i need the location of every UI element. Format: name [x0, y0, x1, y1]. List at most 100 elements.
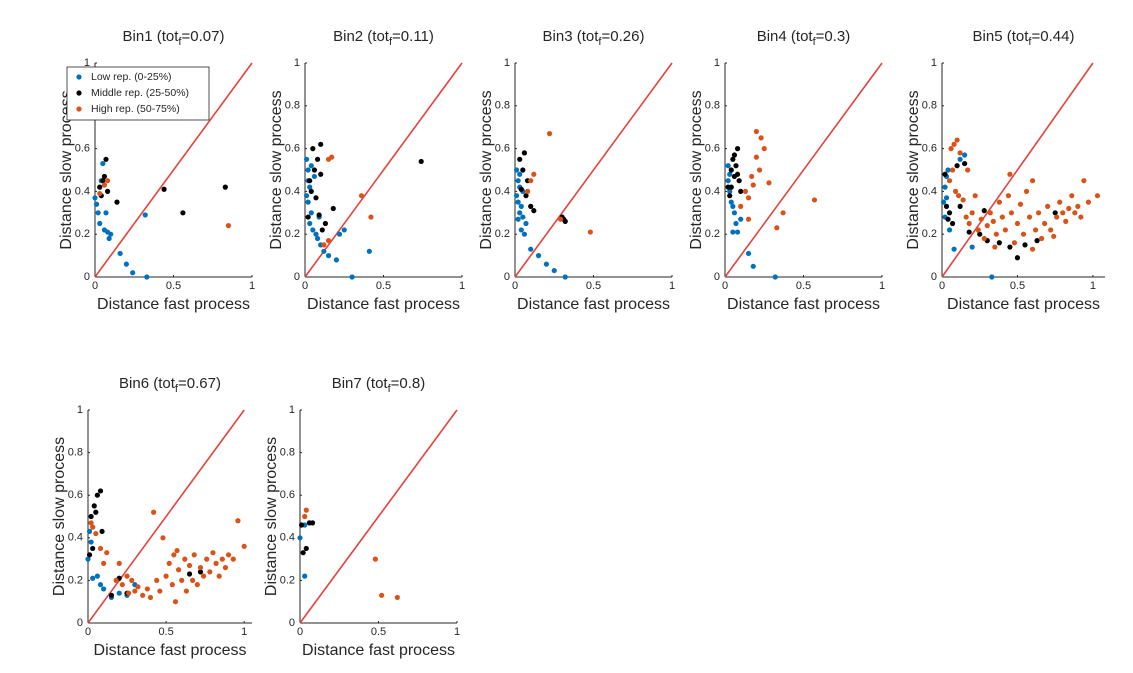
x-tick-label: 0	[85, 626, 91, 638]
point	[515, 178, 521, 184]
y-tick-label: 1	[931, 57, 937, 69]
point	[318, 171, 324, 177]
point	[97, 220, 103, 227]
point	[524, 188, 531, 194]
legend-marker	[76, 90, 82, 96]
point	[965, 167, 971, 173]
point	[528, 178, 534, 184]
x-axis-label: Distance fast process	[302, 642, 455, 659]
point	[358, 193, 365, 199]
point	[517, 156, 523, 162]
point	[91, 503, 97, 509]
title-part: Bin7 (tot	[332, 375, 389, 392]
title-part: f	[389, 36, 393, 48]
point	[93, 530, 99, 537]
point	[307, 184, 313, 190]
point	[172, 599, 179, 605]
point	[977, 231, 983, 237]
point	[1078, 214, 1084, 220]
point	[106, 235, 112, 242]
panel: Bin7 (totf=0.8) 0 0.5 1 0 0.2 0.4 0.6 0.8 1 Distan…	[263, 375, 460, 659]
point	[93, 509, 99, 515]
point	[984, 223, 990, 229]
point	[513, 193, 520, 199]
panel: Bin3 (totf=0.26) 0 0.5 1 0 0.2 0.4 0.6 0.8 1 Dista…	[478, 28, 675, 313]
point	[123, 261, 129, 267]
point	[113, 577, 119, 584]
point	[736, 178, 742, 184]
point	[372, 556, 378, 562]
point	[313, 231, 319, 237]
y-tick-label: 0.8	[68, 447, 83, 459]
point	[954, 137, 960, 143]
y-axis-label: Distance slow process	[58, 90, 75, 249]
point	[518, 227, 524, 233]
point	[992, 244, 998, 250]
point	[745, 195, 752, 201]
point	[222, 184, 228, 190]
point	[728, 167, 734, 173]
panel: Bin5 (totf=0.44) 0 0.5 1 0 0.2 0.4 0.6 0.8 1 Dista…	[905, 28, 1105, 313]
title-part: =0.44)	[1031, 28, 1074, 45]
point	[1005, 193, 1012, 199]
point	[761, 146, 767, 152]
x-tick-label: 0	[92, 280, 98, 292]
point	[742, 188, 749, 194]
point	[733, 220, 739, 227]
point	[368, 214, 374, 220]
point	[104, 550, 110, 556]
point	[730, 229, 736, 235]
point	[85, 556, 91, 562]
point	[954, 163, 960, 169]
y-tick-label: 0	[294, 271, 300, 283]
point	[774, 225, 780, 231]
point	[86, 552, 93, 558]
point	[126, 590, 132, 596]
y-tick-label: 0	[714, 271, 720, 283]
point	[379, 592, 385, 598]
point	[990, 218, 996, 224]
point	[97, 190, 103, 197]
point	[731, 152, 738, 158]
point	[197, 569, 204, 575]
point	[943, 203, 950, 209]
point	[518, 186, 524, 192]
point	[1022, 242, 1028, 248]
point	[731, 210, 738, 216]
point	[734, 229, 741, 235]
legend-label: High rep. (50-75%)	[91, 103, 180, 115]
point	[734, 171, 741, 177]
point	[981, 208, 987, 214]
legend-label: Low rep. (0-25%)	[91, 71, 172, 83]
y-tick-label: 0	[84, 271, 90, 283]
point	[182, 556, 188, 562]
x-tick-label: 0	[722, 280, 728, 292]
point	[1014, 220, 1021, 227]
point	[949, 167, 956, 173]
point	[230, 556, 236, 562]
point	[756, 167, 763, 173]
x-tick-label: 0.5	[158, 626, 173, 638]
point	[144, 586, 150, 592]
point	[1048, 227, 1054, 233]
title-part: Bin4 (tot	[757, 28, 814, 45]
point	[1007, 244, 1013, 250]
point	[305, 214, 311, 220]
y-tick-label: 0.8	[495, 100, 510, 112]
point	[518, 203, 524, 209]
point	[535, 253, 542, 259]
y-tick-label: 0.8	[285, 100, 300, 112]
point	[969, 244, 975, 250]
point	[97, 488, 104, 494]
point	[130, 270, 136, 276]
point	[989, 274, 995, 280]
point	[1094, 193, 1101, 199]
point	[515, 216, 521, 222]
panel: Bin1 (totf=0.07)00.5100.20.40.60.81Dista…	[58, 28, 255, 313]
point	[101, 173, 108, 180]
point	[975, 227, 981, 233]
y-tick-label: 0.2	[280, 574, 295, 586]
title-part: =0.26)	[601, 28, 644, 45]
title-part: Bin1 (tot	[123, 28, 180, 45]
point	[307, 220, 313, 227]
